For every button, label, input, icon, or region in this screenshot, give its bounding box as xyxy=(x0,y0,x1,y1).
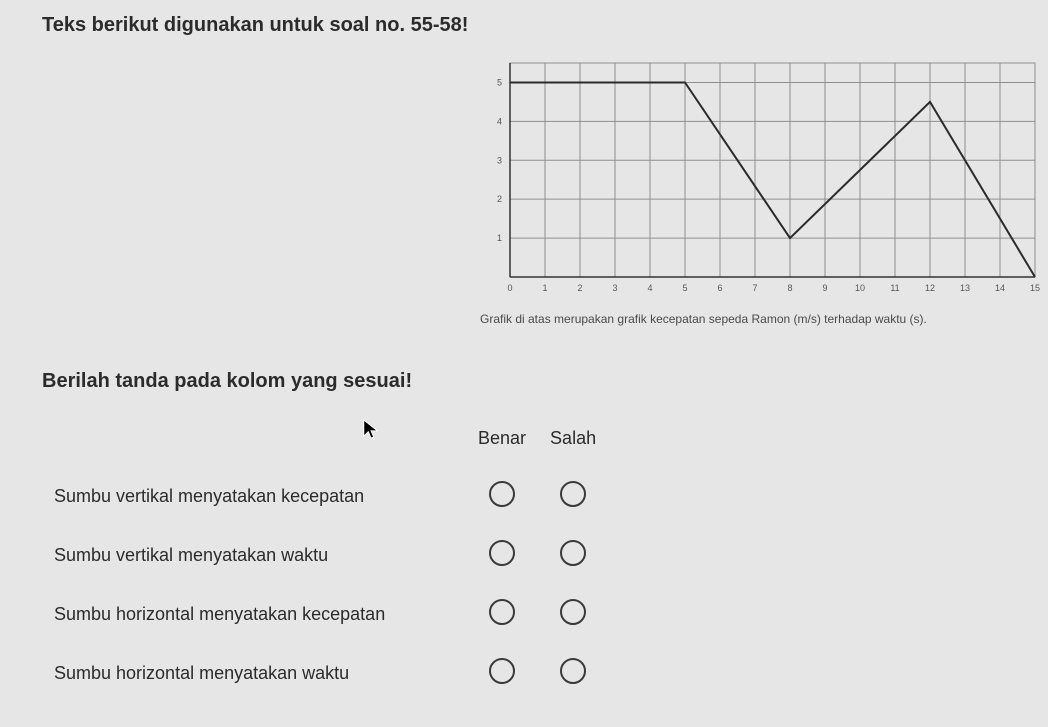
svg-text:2: 2 xyxy=(497,194,502,204)
velocity-chart: 123450123456789101112131415 xyxy=(480,55,1040,305)
table-header-salah: Salah xyxy=(538,420,608,467)
svg-text:13: 13 xyxy=(960,283,970,293)
chart-svg: 123450123456789101112131415 xyxy=(480,55,1040,305)
svg-text:7: 7 xyxy=(752,283,757,293)
page-title: Teks berikut digunakan untuk soal no. 55… xyxy=(42,14,468,37)
svg-text:3: 3 xyxy=(612,283,617,293)
svg-text:2: 2 xyxy=(577,283,582,293)
radio-salah[interactable] xyxy=(560,481,586,507)
svg-text:3: 3 xyxy=(497,155,502,165)
svg-text:10: 10 xyxy=(855,283,865,293)
svg-text:1: 1 xyxy=(542,283,547,293)
table-row: Sumbu horizontal menyatakan kecepatan xyxy=(42,585,608,644)
svg-text:4: 4 xyxy=(497,116,502,126)
table-row: Sumbu horizontal menyatakan waktu xyxy=(42,644,608,703)
chart-caption: Grafik di atas merupakan grafik kecepata… xyxy=(480,312,1040,326)
question-table-wrap: Benar Salah Sumbu vertikal menyatakan ke… xyxy=(42,420,608,703)
radio-salah[interactable] xyxy=(560,658,586,684)
radio-benar[interactable] xyxy=(489,481,515,507)
table-header-empty xyxy=(42,420,466,467)
svg-text:6: 6 xyxy=(717,283,722,293)
table-row: Sumbu vertikal menyatakan kecepatan xyxy=(42,467,608,526)
svg-text:8: 8 xyxy=(787,283,792,293)
svg-text:9: 9 xyxy=(822,283,827,293)
svg-text:11: 11 xyxy=(890,283,899,293)
svg-text:5: 5 xyxy=(497,77,502,87)
svg-text:12: 12 xyxy=(925,283,935,293)
svg-text:5: 5 xyxy=(682,283,687,293)
statement-text: Sumbu vertikal menyatakan kecepatan xyxy=(42,467,466,526)
svg-text:4: 4 xyxy=(647,283,652,293)
radio-benar[interactable] xyxy=(489,540,515,566)
table-header-benar: Benar xyxy=(466,420,538,467)
radio-salah[interactable] xyxy=(560,599,586,625)
page-root: Teks berikut digunakan untuk soal no. 55… xyxy=(0,0,1048,727)
radio-benar[interactable] xyxy=(489,599,515,625)
instruction-text: Berilah tanda pada kolom yang sesuai! xyxy=(42,370,412,393)
radio-benar[interactable] xyxy=(489,658,515,684)
svg-text:15: 15 xyxy=(1030,283,1040,293)
statement-text: Sumbu vertikal menyatakan waktu xyxy=(42,526,466,585)
svg-text:14: 14 xyxy=(995,283,1005,293)
question-table: Benar Salah Sumbu vertikal menyatakan ke… xyxy=(42,420,608,703)
radio-salah[interactable] xyxy=(560,540,586,566)
statement-text: Sumbu horizontal menyatakan kecepatan xyxy=(42,585,466,644)
table-row: Sumbu vertikal menyatakan waktu xyxy=(42,526,608,585)
svg-text:1: 1 xyxy=(497,233,502,243)
svg-text:0: 0 xyxy=(507,283,512,293)
statement-text: Sumbu horizontal menyatakan waktu xyxy=(42,644,466,703)
